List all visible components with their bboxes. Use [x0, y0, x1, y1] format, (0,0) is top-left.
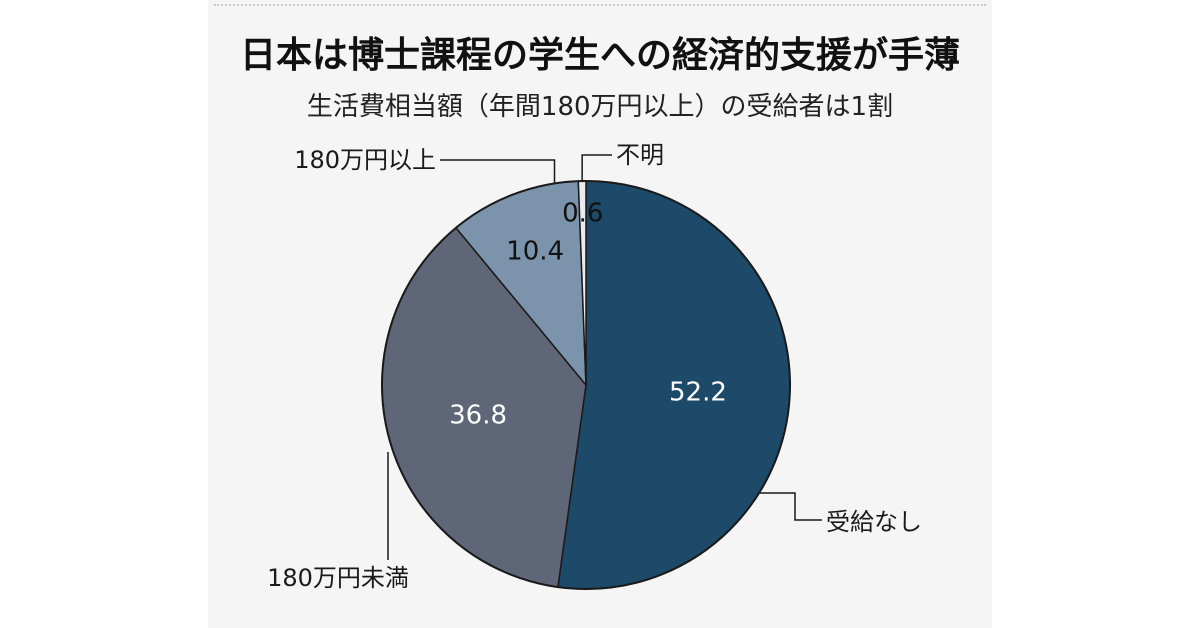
- leader-lines: [387, 154, 822, 560]
- category-label-ukyu-nashi: 受給なし: [826, 508, 922, 536]
- category-label-under-180: 180万円未満: [267, 564, 409, 592]
- pie-outline: [381, 180, 791, 590]
- panel-border: [214, 4, 986, 6]
- value-label-ukyu-nashi: 52.2: [669, 378, 727, 408]
- leader-over-180: [440, 159, 556, 184]
- value-label-fumei: 0.6: [562, 199, 603, 229]
- leader-ukyu-nashi: [759, 492, 822, 521]
- category-label-fumei: 不明: [616, 141, 664, 169]
- category-labels: 受給なし 180万円未満 180万円以上 不明: [267, 141, 922, 592]
- value-label-over-180: 10.4: [506, 237, 564, 267]
- value-labels: 52.2 36.8 10.4 0.6: [449, 199, 727, 431]
- leader-fumei: [581, 154, 612, 182]
- value-label-under-180: 36.8: [449, 401, 507, 431]
- chart-title: 日本は博士課程の学生への経済的支援が手薄: [239, 35, 960, 76]
- chart-subtitle: 生活費相当額（年間180万円以上）の受給者は1割: [306, 92, 894, 122]
- pie-slices: [381, 180, 791, 590]
- category-label-over-180: 180万円以上: [294, 146, 436, 174]
